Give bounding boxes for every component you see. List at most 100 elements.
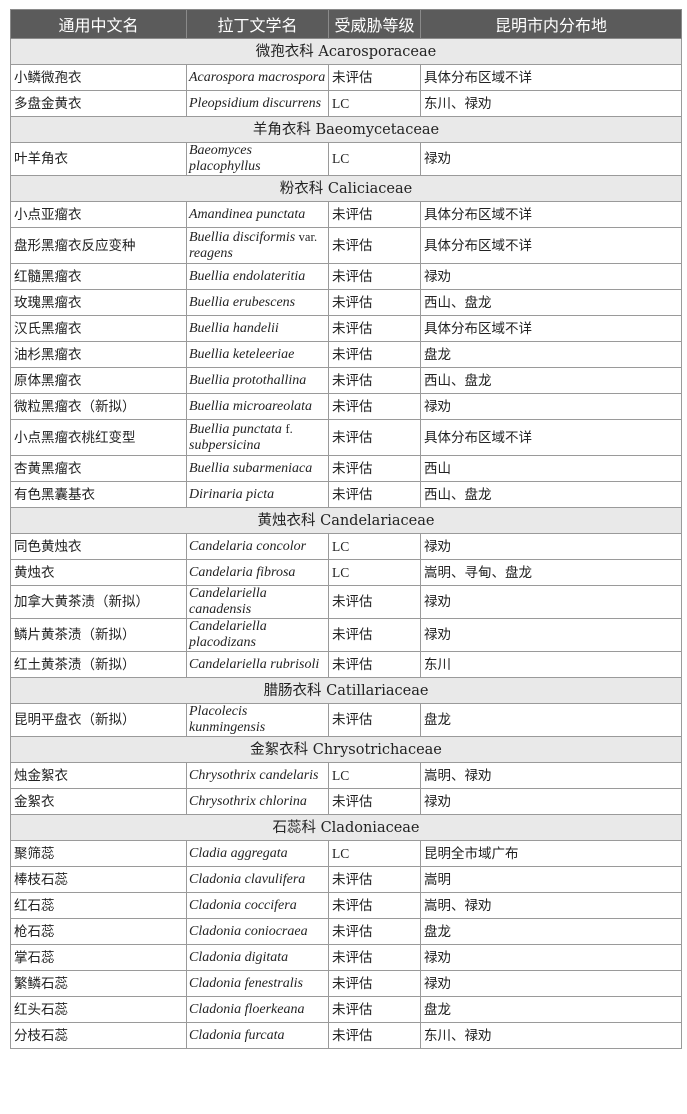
table-row: 分枝石蕊 Cladonia furcata 未评估 东川、禄劝 <box>10 1022 682 1049</box>
cell-chinese-name: 加拿大黄茶渍（新拟） <box>10 585 187 619</box>
cell-threat-level: 未评估 <box>328 944 421 971</box>
cell-latin-name: Cladonia coccifera <box>186 892 329 919</box>
cell-threat-level: 未评估 <box>328 996 421 1023</box>
cell-chinese-name: 汉氏黑瘤衣 <box>10 315 187 342</box>
table-row: 聚筛蕊 Cladia aggregata LC 昆明全市域广布 <box>10 840 682 867</box>
header-row: 通用中文名 拉丁文学名 受威胁等级 昆明市内分布地 <box>10 9 682 39</box>
table-row: 昆明平盘衣（新拟） Placolecis kunmingensis 未评估 盘龙 <box>10 703 682 737</box>
cell-threat-level: 未评估 <box>328 618 421 652</box>
cell-distribution: 盘龙 <box>420 996 682 1023</box>
table-row: 小点黑瘤衣桃红变型 Buellia punctata f. subpersicin… <box>10 419 682 456</box>
cell-distribution: 禄劝 <box>420 533 682 560</box>
cell-latin-name: Baeomyces placophyllus <box>186 142 329 176</box>
cell-distribution: 禄劝 <box>420 788 682 815</box>
cell-threat-level: 未评估 <box>328 918 421 945</box>
cell-threat-level: 未评估 <box>328 315 421 342</box>
cell-distribution: 禄劝 <box>420 142 682 176</box>
table-row: 杏黄黑瘤衣 Buellia subarmeniaca 未评估 西山 <box>10 455 682 482</box>
family-name: 微孢衣科 Acarosporaceae <box>10 38 682 65</box>
cell-latin-name: Candelaria concolor <box>186 533 329 560</box>
table-body: 微孢衣科 Acarosporaceae 小鳞微孢衣 Acarospora macro… <box>10 38 682 1049</box>
cell-chinese-name: 叶羊角衣 <box>10 142 187 176</box>
cell-threat-level: 未评估 <box>328 788 421 815</box>
cell-threat-level: 未评估 <box>328 585 421 619</box>
cell-chinese-name: 金絮衣 <box>10 788 187 815</box>
cell-chinese-name: 棒枝石蕊 <box>10 866 187 893</box>
table-row: 红髓黑瘤衣 Buellia endolateritia 未评估 禄劝 <box>10 263 682 290</box>
cell-distribution: 西山、盘龙 <box>420 481 682 508</box>
cell-chinese-name: 微粒黑瘤衣（新拟） <box>10 393 187 420</box>
cell-latin-name: Cladonia coniocraea <box>186 918 329 945</box>
cell-distribution: 具体分布区域不详 <box>420 201 682 228</box>
cell-threat-level: 未评估 <box>328 367 421 394</box>
table-row: 烛金絮衣 Chrysothrix candelaris LC 嵩明、禄劝 <box>10 762 682 789</box>
cell-distribution: 禄劝 <box>420 263 682 290</box>
cell-chinese-name: 小点亚瘤衣 <box>10 201 187 228</box>
cell-threat-level: 未评估 <box>328 227 421 264</box>
cell-distribution: 具体分布区域不详 <box>420 64 682 91</box>
cell-distribution: 禄劝 <box>420 618 682 652</box>
table-row: 微粒黑瘤衣（新拟） Buellia microareolata 未评估 禄劝 <box>10 393 682 420</box>
cell-chinese-name: 掌石蕊 <box>10 944 187 971</box>
cell-latin-name: Placolecis kunmingensis <box>186 703 329 737</box>
cell-chinese-name: 红石蕊 <box>10 892 187 919</box>
cell-latin-name: Cladonia clavulifera <box>186 866 329 893</box>
cell-latin-name: Candelariella rubrisoli <box>186 651 329 678</box>
cell-latin-name: Cladia aggregata <box>186 840 329 867</box>
table-row: 繁鳞石蕊 Cladonia fenestralis 未评估 禄劝 <box>10 970 682 997</box>
cell-distribution: 禄劝 <box>420 970 682 997</box>
cell-latin-name: Candelariella placodizans <box>186 618 329 652</box>
cell-chinese-name: 黄烛衣 <box>10 559 187 586</box>
table-row: 小点亚瘤衣 Amandinea punctata 未评估 具体分布区域不详 <box>10 201 682 228</box>
cell-latin-name: Chrysothrix chlorina <box>186 788 329 815</box>
cell-latin-name: Candelaria fibrosa <box>186 559 329 586</box>
cell-chinese-name: 枪石蕊 <box>10 918 187 945</box>
cell-distribution: 东川 <box>420 651 682 678</box>
cell-threat-level: LC <box>328 533 421 560</box>
cell-latin-name: Acarospora macrospora <box>186 64 329 91</box>
cell-distribution: 具体分布区域不详 <box>420 227 682 264</box>
cell-distribution: 盘龙 <box>420 918 682 945</box>
cell-chinese-name: 玫瑰黑瘤衣 <box>10 289 187 316</box>
header-latin-name: 拉丁文学名 <box>186 9 329 39</box>
cell-distribution: 西山 <box>420 455 682 482</box>
cell-threat-level: 未评估 <box>328 866 421 893</box>
lichen-species-table: 通用中文名 拉丁文学名 受威胁等级 昆明市内分布地 微孢衣科 Acarospor… <box>10 9 682 1049</box>
cell-threat-level: LC <box>328 559 421 586</box>
cell-chinese-name: 分枝石蕊 <box>10 1022 187 1049</box>
cell-distribution: 具体分布区域不详 <box>420 419 682 456</box>
cell-chinese-name: 红头石蕊 <box>10 996 187 1023</box>
cell-latin-name: Buellia keteleeriae <box>186 341 329 368</box>
cell-distribution: 禄劝 <box>420 585 682 619</box>
cell-chinese-name: 聚筛蕊 <box>10 840 187 867</box>
table-row: 玫瑰黑瘤衣 Buellia erubescens 未评估 西山、盘龙 <box>10 289 682 316</box>
table-row: 多盘金黄衣 Pleopsidium discurrens LC 东川、禄劝 <box>10 90 682 117</box>
cell-chinese-name: 小鳞微孢衣 <box>10 64 187 91</box>
cell-threat-level: 未评估 <box>328 970 421 997</box>
cell-threat-level: 未评估 <box>328 64 421 91</box>
cell-latin-name: Dirinaria picta <box>186 481 329 508</box>
cell-threat-level: 未评估 <box>328 419 421 456</box>
cell-chinese-name: 鳞片黄茶渍（新拟） <box>10 618 187 652</box>
family-row: 金絮衣科 Chrysotrichaceae <box>10 736 682 763</box>
family-name: 腊肠衣科 Catillariaceae <box>10 677 682 704</box>
family-row: 羊角衣科 Baeomycetaceae <box>10 116 682 143</box>
table-row: 红头石蕊 Cladonia floerkeana 未评估 盘龙 <box>10 996 682 1023</box>
family-row: 黄烛衣科 Candelariaceae <box>10 507 682 534</box>
cell-latin-name: Candelariella canadensis <box>186 585 329 619</box>
cell-distribution: 盘龙 <box>420 703 682 737</box>
cell-chinese-name: 原体黑瘤衣 <box>10 367 187 394</box>
cell-latin-name: Cladonia floerkeana <box>186 996 329 1023</box>
cell-chinese-name: 多盘金黄衣 <box>10 90 187 117</box>
table-row: 有色黑囊基衣 Dirinaria picta 未评估 西山、盘龙 <box>10 481 682 508</box>
cell-threat-level: 未评估 <box>328 201 421 228</box>
cell-chinese-name: 有色黑囊基衣 <box>10 481 187 508</box>
table-row: 油杉黑瘤衣 Buellia keteleeriae 未评估 盘龙 <box>10 341 682 368</box>
cell-threat-level: 未评估 <box>328 703 421 737</box>
cell-distribution: 嵩明、禄劝 <box>420 892 682 919</box>
cell-chinese-name: 昆明平盘衣（新拟） <box>10 703 187 737</box>
cell-threat-level: 未评估 <box>328 1022 421 1049</box>
header-distribution: 昆明市内分布地 <box>420 9 682 39</box>
table-row: 红土黄茶渍（新拟） Candelariella rubrisoli 未评估 东川 <box>10 651 682 678</box>
table-row: 掌石蕊 Cladonia digitata 未评估 禄劝 <box>10 944 682 971</box>
